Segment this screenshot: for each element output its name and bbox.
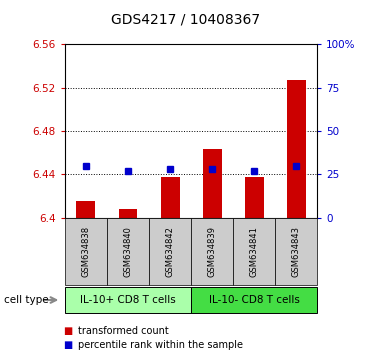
Text: GDS4217 / 10408367: GDS4217 / 10408367 (111, 12, 260, 27)
Text: GSM634838: GSM634838 (82, 226, 91, 277)
Bar (287, 80, 306, 218)
Text: transformed count: transformed count (78, 326, 169, 336)
Text: IL-10+ CD8 T cells: IL-10+ CD8 T cells (80, 295, 176, 305)
Text: ■: ■ (63, 340, 72, 350)
Bar (118, 209, 137, 218)
Text: GSM634839: GSM634839 (208, 226, 217, 277)
Bar (76, 201, 95, 218)
Bar (161, 177, 180, 218)
Text: cell type: cell type (4, 295, 48, 305)
Text: GSM634840: GSM634840 (124, 226, 132, 277)
Text: percentile rank within the sample: percentile rank within the sample (78, 340, 243, 350)
Text: GSM634841: GSM634841 (250, 226, 259, 277)
Text: GSM634842: GSM634842 (165, 226, 174, 277)
Bar (245, 177, 263, 218)
Text: IL-10- CD8 T cells: IL-10- CD8 T cells (209, 295, 299, 305)
Text: ■: ■ (63, 326, 72, 336)
Text: GSM634843: GSM634843 (292, 226, 301, 277)
Bar (203, 149, 221, 218)
